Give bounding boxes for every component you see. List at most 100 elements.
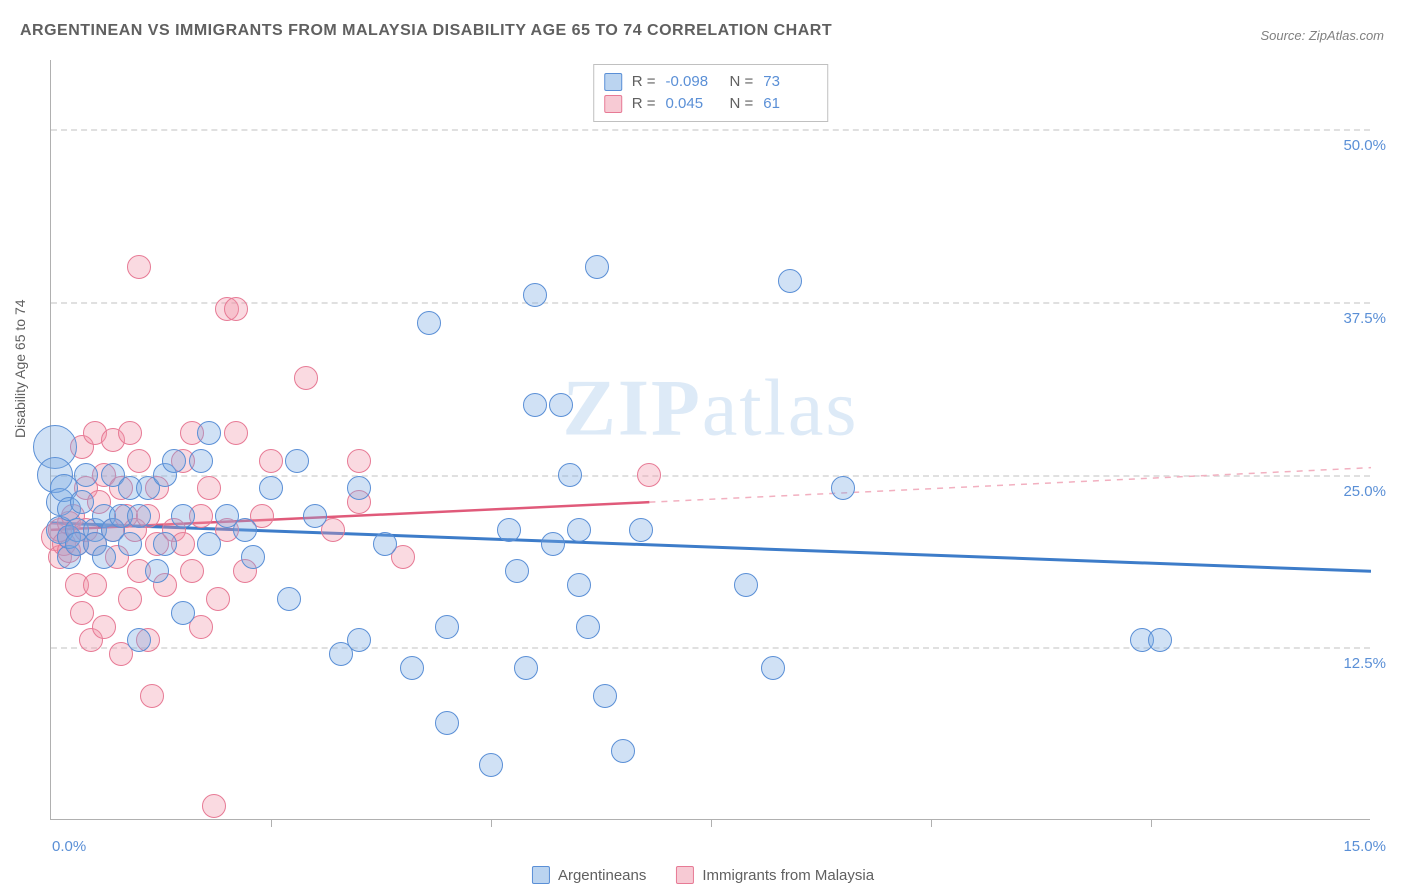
- scatter-point: [92, 545, 116, 569]
- legend-item: Argentineans: [532, 866, 646, 884]
- scatter-point: [206, 587, 230, 611]
- scatter-point: [127, 628, 151, 652]
- scatter-point: [285, 449, 309, 473]
- scatter-point: [761, 656, 785, 680]
- scatter-point: [347, 628, 371, 652]
- correlation-stats-legend: R = -0.098 N = 73 R = 0.045 N = 61: [593, 64, 829, 122]
- x-tick: [711, 819, 712, 827]
- r-label: R =: [632, 71, 656, 93]
- n-label: N =: [730, 71, 754, 93]
- scatter-point: [514, 656, 538, 680]
- scatter-point: [224, 297, 248, 321]
- scatter-point: [373, 532, 397, 556]
- scatter-point: [435, 711, 459, 735]
- scatter-point: [734, 573, 758, 597]
- scatter-point: [294, 366, 318, 390]
- scatter-point: [505, 559, 529, 583]
- scatter-point: [74, 463, 98, 487]
- n-value: 61: [763, 93, 817, 115]
- grid-line: [51, 302, 1370, 304]
- scatter-point: [259, 449, 283, 473]
- legend-label: Argentineans: [558, 867, 646, 884]
- y-tick-label: 37.5%: [1343, 310, 1386, 327]
- scatter-point: [197, 421, 221, 445]
- scatter-point: [70, 490, 94, 514]
- scatter-point: [778, 269, 802, 293]
- legend-swatch: [604, 95, 622, 113]
- scatter-point: [233, 518, 257, 542]
- legend-item: Immigrants from Malaysia: [676, 866, 874, 884]
- scatter-point: [303, 504, 327, 528]
- chart-plot-area: ZIPatlas R = -0.098 N = 73 R = 0.045 N = 61: [50, 60, 1370, 820]
- scatter-point: [585, 255, 609, 279]
- scatter-point: [497, 518, 521, 542]
- scatter-point: [153, 532, 177, 556]
- scatter-point: [171, 504, 195, 528]
- y-tick-label: 12.5%: [1343, 655, 1386, 672]
- scatter-point: [558, 463, 582, 487]
- n-label: N =: [730, 93, 754, 115]
- scatter-point: [593, 684, 617, 708]
- r-value: -0.098: [666, 71, 720, 93]
- scatter-point: [576, 615, 600, 639]
- scatter-point: [92, 615, 116, 639]
- scatter-point: [629, 518, 653, 542]
- trend-lines-layer: [51, 60, 1371, 820]
- x-tick-label: 15.0%: [1343, 838, 1386, 855]
- r-value: 0.045: [666, 93, 720, 115]
- r-label: R =: [632, 93, 656, 115]
- scatter-point: [140, 684, 164, 708]
- scatter-point: [541, 532, 565, 556]
- scatter-point: [127, 449, 151, 473]
- series-legend: Argentineans Immigrants from Malaysia: [532, 866, 874, 884]
- scatter-point: [180, 559, 204, 583]
- legend-swatch: [676, 866, 694, 884]
- scatter-point: [479, 753, 503, 777]
- scatter-point: [83, 573, 107, 597]
- scatter-point: [567, 573, 591, 597]
- scatter-point: [189, 449, 213, 473]
- chart-title: ARGENTINEAN VS IMMIGRANTS FROM MALAYSIA …: [20, 22, 832, 40]
- source-attribution: Source: ZipAtlas.com: [1260, 28, 1384, 43]
- scatter-point: [523, 393, 547, 417]
- y-axis-label: Disability Age 65 to 74: [12, 299, 28, 438]
- scatter-point: [197, 532, 221, 556]
- y-tick-label: 50.0%: [1343, 137, 1386, 154]
- scatter-point: [523, 283, 547, 307]
- stat-legend-row: R = -0.098 N = 73: [604, 71, 818, 93]
- scatter-point: [259, 476, 283, 500]
- n-value: 73: [763, 71, 817, 93]
- scatter-point: [127, 255, 151, 279]
- scatter-point: [224, 421, 248, 445]
- scatter-point: [1148, 628, 1172, 652]
- trend-line-pink-ext: [649, 468, 1371, 503]
- scatter-point: [202, 794, 226, 818]
- stat-legend-row: R = 0.045 N = 61: [604, 93, 818, 115]
- legend-swatch: [532, 866, 550, 884]
- scatter-point: [567, 518, 591, 542]
- scatter-point: [831, 476, 855, 500]
- x-tick: [271, 819, 272, 827]
- scatter-point: [171, 601, 195, 625]
- watermark-text: ZIPatlas: [563, 364, 859, 455]
- scatter-point: [347, 476, 371, 500]
- scatter-point: [417, 311, 441, 335]
- scatter-point: [241, 545, 265, 569]
- legend-label: Immigrants from Malaysia: [702, 867, 874, 884]
- grid-line: [51, 647, 1370, 649]
- scatter-point: [637, 463, 661, 487]
- x-tick: [1151, 819, 1152, 827]
- scatter-point: [118, 587, 142, 611]
- scatter-point: [70, 601, 94, 625]
- scatter-point: [435, 615, 459, 639]
- grid-line: [51, 475, 1370, 477]
- scatter-point: [347, 449, 371, 473]
- legend-swatch: [604, 73, 622, 91]
- scatter-point: [400, 656, 424, 680]
- scatter-point: [118, 421, 142, 445]
- scatter-point: [549, 393, 573, 417]
- scatter-point: [162, 449, 186, 473]
- x-tick: [491, 819, 492, 827]
- scatter-point: [277, 587, 301, 611]
- scatter-point: [611, 739, 635, 763]
